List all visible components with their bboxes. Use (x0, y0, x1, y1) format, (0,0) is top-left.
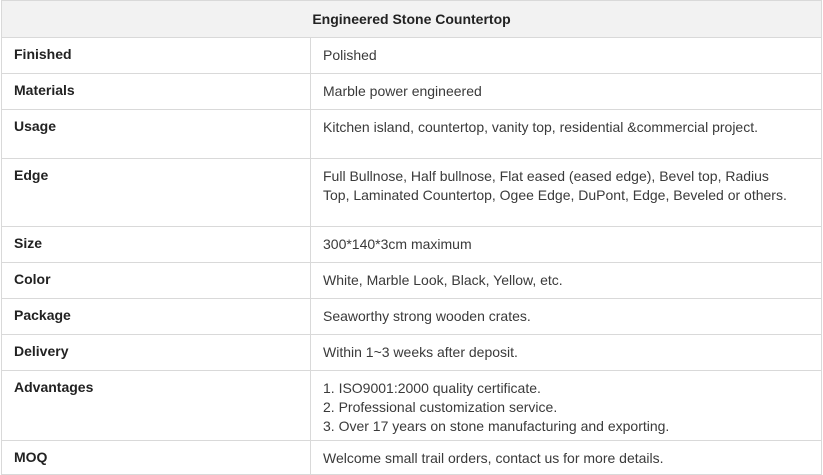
value-line: White, Marble Look, Black, Yellow, etc. (323, 272, 563, 288)
row-value: White, Marble Look, Black, Yellow, etc. (310, 262, 822, 299)
row-label: Color (1, 262, 311, 299)
value-line: Full Bullnose, Half bullnose, Flat eased… (323, 168, 769, 184)
row-value: Marble power engineered (310, 73, 822, 110)
row-label: Edge (1, 158, 311, 227)
row-value: Polished (310, 37, 822, 74)
row-value: 1. ISO9001:2000 quality certificate. 2. … (310, 370, 822, 441)
value-line: Welcome small trail orders, contact us f… (323, 450, 664, 466)
row-label: Size (1, 226, 311, 263)
table-row-edge: Edge Full Bullnose, Half bullnose, Flat … (1, 158, 822, 227)
value-line: 300*140*3cm maximum (323, 236, 472, 252)
table-row-usage: Usage Kitchen island, countertop, vanity… (1, 109, 822, 159)
value-line: Top, Laminated Countertop, Ogee Edge, Du… (323, 187, 787, 203)
row-label: Materials (1, 73, 311, 110)
row-label: Finished (1, 37, 311, 74)
row-label: Advantages (1, 370, 311, 441)
value-line: Kitchen island, countertop, vanity top, … (323, 119, 758, 135)
table-header-row: Engineered Stone Countertop (1, 0, 822, 38)
row-value: Welcome small trail orders, contact us f… (310, 440, 822, 475)
value-line: Marble power engineered (323, 83, 482, 99)
table-title: Engineered Stone Countertop (1, 0, 822, 38)
row-value: Seaworthy strong wooden crates. (310, 298, 822, 335)
row-label: Usage (1, 109, 311, 159)
value-line: 2. Professional customization service. (323, 399, 558, 415)
row-label: MOQ (1, 440, 311, 475)
table-row-size: Size 300*140*3cm maximum (1, 226, 822, 263)
value-line: Seaworthy strong wooden crates. (323, 308, 531, 324)
value-line: Polished (323, 47, 377, 63)
row-value: Full Bullnose, Half bullnose, Flat eased… (310, 158, 822, 227)
table-row-package: Package Seaworthy strong wooden crates. (1, 298, 822, 335)
table-row-moq: MOQ Welcome small trail orders, contact … (1, 440, 822, 475)
row-label: Package (1, 298, 311, 335)
row-value: 300*140*3cm maximum (310, 226, 822, 263)
row-value: Kitchen island, countertop, vanity top, … (310, 109, 822, 159)
table-row-finished: Finished Polished (1, 37, 822, 74)
table-row-color: Color White, Marble Look, Black, Yellow,… (1, 262, 822, 299)
row-label: Delivery (1, 334, 311, 371)
table-row-advantages: Advantages 1. ISO9001:2000 quality certi… (1, 370, 822, 441)
table-row-materials: Materials Marble power engineered (1, 73, 822, 110)
row-value: Within 1~3 weeks after deposit. (310, 334, 822, 371)
value-line: 1. ISO9001:2000 quality certificate. (323, 380, 541, 396)
table-row-delivery: Delivery Within 1~3 weeks after deposit. (1, 334, 822, 371)
value-line: 3. Over 17 years on stone manufacturing … (323, 418, 670, 434)
value-line: Within 1~3 weeks after deposit. (323, 344, 518, 360)
